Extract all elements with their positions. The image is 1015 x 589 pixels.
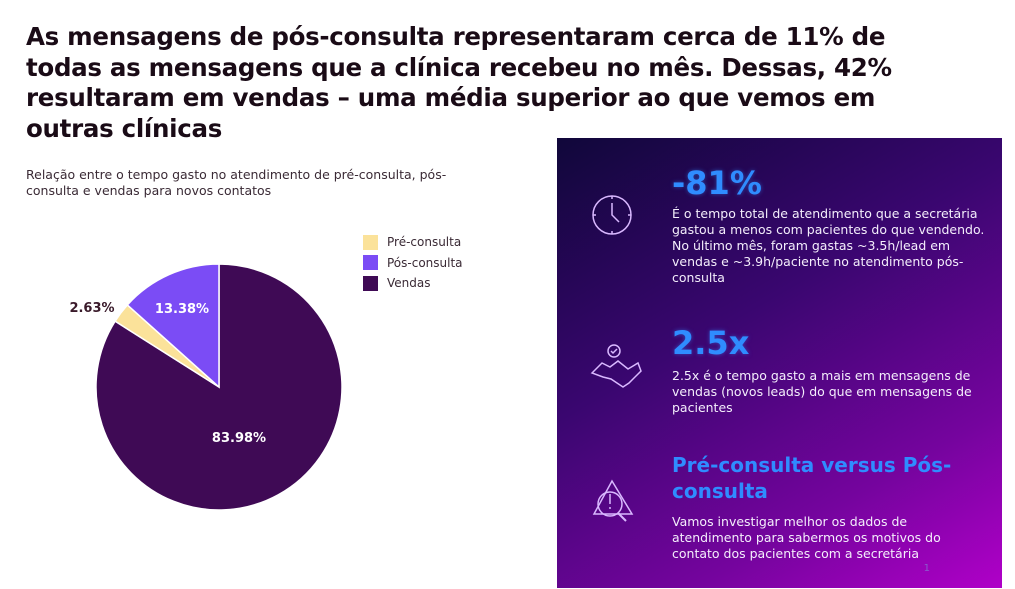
legend-swatch: [363, 275, 378, 291]
insights-panel: -81% É o tempo total de atendimento que …: [557, 138, 1002, 588]
legend-swatch: [363, 255, 378, 271]
alert-search-icon: [592, 479, 634, 522]
pie-chart: 83.98% 2.63% 13.38%: [69, 263, 343, 511]
legend-label: Pós-consulta: [387, 255, 463, 270]
insight-next-steps: Pré-consulta versus Pós-consulta Vamos i…: [672, 452, 982, 562]
legend-item-pre-consulta: Pré-consulta: [363, 232, 463, 253]
insight-title: -81%: [672, 164, 762, 202]
insight-time-saved: -81% É o tempo total de atendimento que …: [672, 166, 992, 286]
insight-text: Vamos investigar melhor os dados de aten…: [672, 514, 941, 561]
data-label: 13.38%: [155, 302, 209, 317]
data-label: 2.63%: [69, 301, 114, 316]
page-number: 1: [923, 563, 930, 574]
chart-legend: Pré-consulta Pós-consulta Vendas: [363, 232, 463, 294]
insight-title: Pré-consulta versus Pós-consulta: [672, 453, 952, 503]
insight-text: 2.5x é o tempo gasto a mais em mensagens…: [672, 368, 972, 415]
legend-label: Vendas: [387, 276, 431, 291]
data-label: 83.98%: [212, 431, 266, 446]
pie-slice-psconsulta: [126, 263, 220, 389]
page-headline: As mensagens de pós-consulta representar…: [26, 22, 892, 143]
legend-swatch: [363, 234, 378, 250]
legend-item-pos-consulta: Pós-consulta: [363, 253, 463, 274]
handshake-icon: [590, 344, 642, 388]
clock-icon: [592, 195, 632, 235]
insight-title: 2.5x: [672, 324, 750, 362]
chart-title: Relação entre o tempo gasto no atendimen…: [26, 167, 447, 198]
insight-time-ratio: 2.5x 2.5x é o tempo gasto a mais em mens…: [672, 326, 992, 416]
legend-item-vendas: Vendas: [363, 273, 463, 294]
legend-label: Pré-consulta: [387, 235, 462, 250]
insight-text: É o tempo total de atendimento que a sec…: [672, 206, 985, 285]
